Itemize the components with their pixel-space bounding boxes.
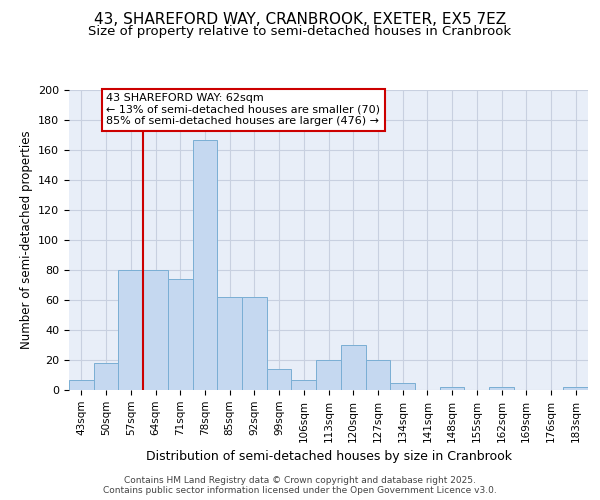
Text: 43 SHAREFORD WAY: 62sqm
← 13% of semi-detached houses are smaller (70)
85% of se: 43 SHAREFORD WAY: 62sqm ← 13% of semi-de… xyxy=(106,93,380,126)
Bar xyxy=(69,380,94,390)
Text: 43, SHAREFORD WAY, CRANBROOK, EXETER, EX5 7EZ: 43, SHAREFORD WAY, CRANBROOK, EXETER, EX… xyxy=(94,12,506,28)
Bar xyxy=(193,140,217,390)
Bar xyxy=(118,270,143,390)
Bar xyxy=(267,369,292,390)
Y-axis label: Number of semi-detached properties: Number of semi-detached properties xyxy=(20,130,32,350)
Bar xyxy=(292,380,316,390)
X-axis label: Distribution of semi-detached houses by size in Cranbrook: Distribution of semi-detached houses by … xyxy=(146,450,511,463)
Bar xyxy=(365,360,390,390)
Bar xyxy=(341,345,365,390)
Text: Size of property relative to semi-detached houses in Cranbrook: Size of property relative to semi-detach… xyxy=(88,25,512,38)
Bar xyxy=(242,297,267,390)
Bar xyxy=(94,363,118,390)
Bar xyxy=(489,387,514,390)
Bar xyxy=(440,387,464,390)
Bar xyxy=(217,297,242,390)
Bar xyxy=(563,387,588,390)
Bar xyxy=(316,360,341,390)
Bar xyxy=(168,279,193,390)
Text: Contains HM Land Registry data © Crown copyright and database right 2025.
Contai: Contains HM Land Registry data © Crown c… xyxy=(103,476,497,495)
Bar xyxy=(143,270,168,390)
Bar xyxy=(390,382,415,390)
